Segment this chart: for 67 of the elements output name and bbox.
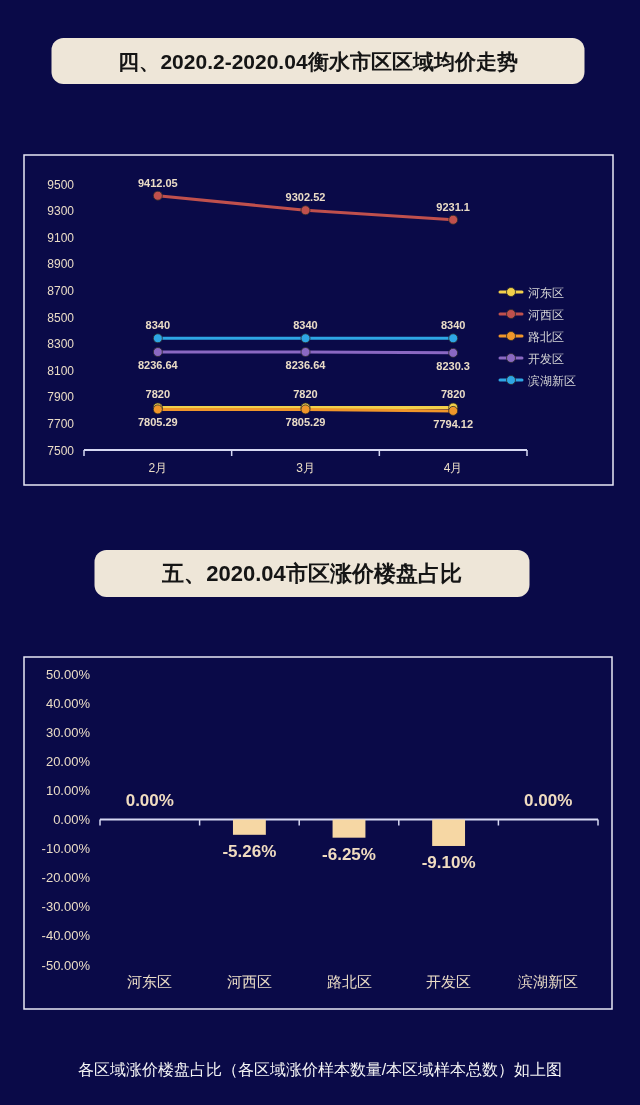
point bbox=[152, 347, 163, 357]
y-tick-label: -20.00% bbox=[41, 870, 91, 886]
point bbox=[448, 333, 459, 344]
legend-label: 河东区 bbox=[528, 285, 564, 300]
y-tick-label: 40.00% bbox=[45, 695, 91, 711]
y-tick-label: 8300 bbox=[47, 337, 75, 352]
y-tick-label: 9300 bbox=[47, 204, 75, 219]
data-label: 8236.64 bbox=[137, 359, 179, 372]
y-tick-label: 7900 bbox=[47, 390, 75, 405]
legend-label: 路北区 bbox=[528, 329, 564, 344]
y-tick-label: 8100 bbox=[47, 363, 75, 378]
y-tick-label: 8500 bbox=[47, 310, 75, 325]
x-tick-label: 河西区 bbox=[226, 973, 272, 990]
y-tick-label: 9500 bbox=[47, 177, 75, 192]
text: 各区域涨价楼盘占比（各区域涨价样本数量/本区域样本总数）如上图 bbox=[77, 1061, 563, 1078]
x-tick-label: 2月 bbox=[148, 461, 168, 475]
x-tick-label: 河东区 bbox=[127, 973, 173, 990]
y-tick-label: 9100 bbox=[47, 230, 75, 245]
data-label: 7820 bbox=[293, 388, 318, 401]
data-label: 8230.3 bbox=[436, 359, 470, 372]
data-label: 8340 bbox=[145, 319, 171, 332]
y-tick-label: 10.00% bbox=[45, 782, 91, 798]
x-tick-label: 路北区 bbox=[326, 973, 372, 990]
y-tick-label: -30.00% bbox=[41, 899, 91, 915]
x-tick-label: 滨湖新区 bbox=[518, 973, 579, 990]
y-tick-label: 30.00% bbox=[45, 724, 91, 740]
data-label: -9.10% bbox=[421, 852, 476, 872]
y-tick-label: 20.00% bbox=[45, 753, 91, 769]
data-label: 7820 bbox=[145, 388, 171, 401]
y-tick-label: 7500 bbox=[47, 443, 75, 458]
y-tick-label: 0.00% bbox=[53, 812, 91, 827]
data-label: 7805.29 bbox=[285, 416, 326, 429]
point bbox=[300, 333, 311, 344]
chart-title: 五、2020.04市区涨价楼盘占比 bbox=[161, 561, 462, 587]
data-label: 7820 bbox=[440, 388, 466, 401]
y-tick-label: 8700 bbox=[47, 283, 75, 298]
data-label: 0.00% bbox=[125, 790, 174, 810]
point bbox=[448, 347, 459, 358]
legend-label: 河西区 bbox=[528, 307, 564, 322]
point bbox=[300, 347, 311, 357]
legend-label: 开发区 bbox=[528, 351, 564, 366]
x-tick-label: 3月 bbox=[296, 461, 315, 475]
point bbox=[152, 333, 163, 344]
y-tick-label: 50.00% bbox=[45, 666, 91, 682]
y-tick-label: -40.00% bbox=[41, 928, 91, 944]
data-label: 9302.52 bbox=[285, 191, 326, 204]
data-label: -6.25% bbox=[322, 844, 376, 864]
y-tick-label: -10.00% bbox=[41, 841, 91, 857]
point bbox=[300, 205, 311, 216]
y-tick-label: 8900 bbox=[47, 257, 75, 272]
y-tick-label: 7700 bbox=[47, 416, 75, 431]
data-label: 7794.12 bbox=[433, 417, 474, 430]
legend-label: 滨湖新区 bbox=[528, 373, 576, 388]
point bbox=[448, 214, 459, 225]
y-tick-label: -50.00% bbox=[41, 957, 91, 973]
data-label: 7805.29 bbox=[137, 416, 178, 429]
data-label: 8340 bbox=[293, 319, 318, 332]
x-tick-label: 开发区 bbox=[426, 973, 472, 990]
x-tick-label: 4月 bbox=[443, 461, 463, 475]
chart-title: 四、2020.2-2020.04衡水市区区域均价走势 bbox=[118, 49, 518, 73]
data-label: 9231.1 bbox=[436, 200, 470, 213]
data-label: -5.26% bbox=[222, 841, 277, 861]
data-label: 8236.64 bbox=[285, 359, 327, 372]
data-label: 9412.05 bbox=[137, 176, 178, 189]
data-label: 8340 bbox=[440, 319, 466, 332]
point bbox=[152, 190, 163, 201]
data-label: 0.00% bbox=[524, 790, 573, 810]
